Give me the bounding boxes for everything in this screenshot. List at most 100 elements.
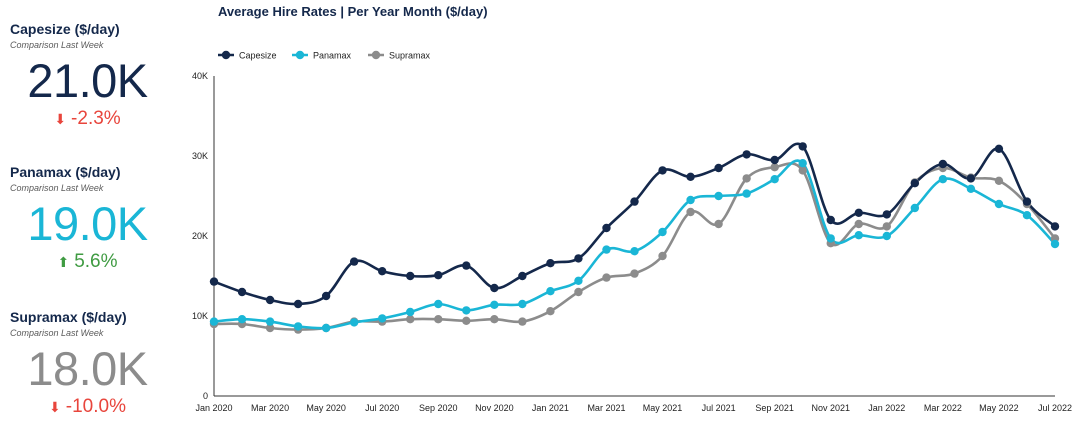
data-point-capesize	[742, 150, 751, 159]
x-tick-label: Jul 2022	[1038, 403, 1072, 413]
x-tick-label: Jan 2020	[195, 403, 232, 413]
kpi-change: ⬇ -2.3%	[10, 108, 165, 130]
arrow-down-icon: ⬇	[49, 398, 61, 415]
data-point-panamax	[854, 231, 863, 240]
data-point-capesize	[518, 271, 527, 281]
chart-title: Average Hire Rates | Per Year Month ($/d…	[218, 4, 488, 19]
x-tick-label: May 2021	[643, 403, 683, 413]
data-point-capesize	[882, 210, 891, 219]
kpi-capesize: Capesize ($/day) Comparison Last Week 21…	[10, 21, 190, 130]
arrow-up-icon: ⬆	[57, 253, 70, 270]
data-point-panamax	[798, 159, 807, 168]
x-tick-label: May 2020	[306, 403, 346, 413]
chart-points	[209, 142, 1060, 334]
data-point-supramax	[265, 323, 275, 333]
data-point-panamax	[686, 195, 695, 205]
kpi-value: 18.0K	[27, 342, 148, 395]
data-point-supramax	[658, 251, 667, 261]
kpi-change-value: 5.6%	[74, 251, 118, 272]
series-line-supramax	[213, 162, 1057, 331]
data-point-panamax	[406, 307, 415, 317]
data-point-capesize	[349, 257, 359, 266]
kpi-change: ⬇ -10.0%	[10, 396, 165, 418]
data-point-panamax	[910, 203, 920, 213]
data-point-capesize	[630, 197, 639, 206]
data-point-capesize	[1022, 197, 1032, 206]
data-point-panamax	[518, 299, 527, 309]
kpi-title: Panamax ($/day)	[10, 164, 121, 180]
kpi-value: 19.0K	[27, 197, 148, 250]
x-tick-label: May 2022	[979, 403, 1019, 413]
data-point-panamax	[490, 300, 499, 309]
data-point-capesize	[686, 172, 695, 181]
data-point-capesize	[462, 261, 471, 270]
data-point-capesize	[798, 142, 807, 151]
data-point-panamax	[882, 231, 891, 241]
data-point-panamax	[630, 247, 639, 256]
data-point-supramax	[602, 273, 611, 282]
data-point-panamax	[714, 191, 723, 201]
data-point-panamax	[574, 276, 583, 285]
data-point-capesize	[574, 254, 583, 263]
kpi-change-value: -10.0%	[65, 396, 126, 417]
y-tick-label: 20K	[192, 231, 208, 241]
legend-swatch-dot	[371, 50, 381, 60]
legend-label: Supramax	[389, 51, 431, 61]
data-point-capesize	[826, 215, 835, 225]
data-point-supramax	[462, 316, 471, 325]
data-point-capesize	[658, 166, 667, 175]
y-tick-label: 40K	[192, 71, 208, 81]
arrow-down-icon: ⬇	[54, 110, 67, 127]
x-tick-label: Mar 2021	[587, 403, 625, 413]
x-tick-label: Mar 2022	[924, 403, 962, 413]
data-point-capesize	[321, 291, 331, 301]
data-point-capesize	[1050, 222, 1060, 231]
data-point-panamax	[770, 175, 779, 184]
data-point-panamax	[1050, 239, 1060, 249]
x-tick-label: Jan 2021	[532, 403, 569, 413]
data-point-supramax	[854, 219, 863, 229]
legend-label: Capesize	[239, 51, 277, 61]
data-point-panamax	[1022, 211, 1032, 220]
data-point-supramax	[714, 219, 723, 229]
chart-legend: Capesize Panamax Supramax	[218, 51, 431, 61]
data-point-panamax	[602, 245, 611, 254]
y-tick-label: 30K	[192, 151, 208, 161]
chart-axes: 0 10K 20K 30K 40K Jan 2020 Mar 2020 May 2020 Jul…	[192, 71, 1072, 413]
data-point-supramax	[546, 307, 555, 316]
kpi-title: Supramax ($/day)	[10, 309, 127, 325]
data-point-capesize	[966, 174, 976, 183]
data-point-supramax	[686, 207, 695, 217]
x-tick-label: Jan 2022	[868, 403, 905, 413]
data-point-panamax	[546, 287, 555, 296]
legend-swatch-dot	[295, 50, 305, 60]
chart-series-lines	[213, 142, 1057, 331]
kpi-title: Capesize ($/day)	[10, 21, 120, 37]
data-point-panamax	[265, 317, 275, 326]
data-point-capesize	[994, 144, 1004, 153]
series-line-panamax	[213, 159, 1056, 330]
data-point-supramax	[574, 287, 583, 297]
data-point-supramax	[518, 317, 527, 326]
kpi-value: 21.0K	[27, 54, 148, 107]
data-point-supramax	[882, 222, 891, 231]
data-point-supramax	[770, 163, 779, 172]
data-point-capesize	[938, 159, 948, 169]
data-point-capesize	[265, 295, 275, 305]
x-tick-label: Nov 2020	[475, 403, 514, 413]
x-tick-label: Jul 2021	[702, 403, 736, 413]
data-point-panamax	[209, 317, 219, 326]
x-tick-label: Jul 2020	[365, 403, 399, 413]
data-point-supramax	[406, 315, 415, 324]
data-point-capesize	[378, 267, 387, 276]
data-point-capesize	[770, 155, 779, 165]
data-point-supramax	[994, 176, 1004, 185]
data-point-supramax	[630, 269, 639, 278]
data-point-panamax	[826, 234, 835, 243]
data-point-panamax	[658, 227, 667, 237]
data-point-panamax	[994, 199, 1004, 209]
legend-swatch-dot	[221, 50, 231, 60]
data-point-supramax	[742, 174, 751, 183]
data-point-panamax	[321, 323, 331, 333]
